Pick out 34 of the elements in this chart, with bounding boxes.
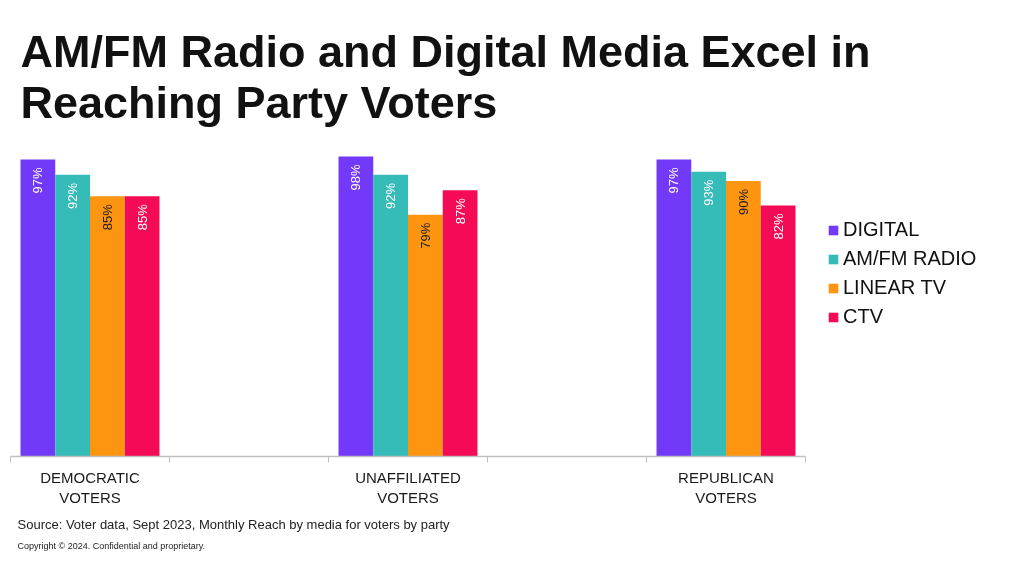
data-label: 82% [770,213,786,240]
bar [726,180,761,457]
data-label: 92% [383,182,399,209]
data-label: 98% [348,164,364,191]
data-label: 79% [417,222,433,249]
bar [90,196,125,457]
bar [408,214,443,457]
data-label: 87% [452,197,468,225]
bar [442,190,478,457]
bar [20,159,56,457]
legend-label: CTV [843,305,883,328]
bar [124,196,160,457]
bar [656,159,692,457]
x-tick-label: REPUBLICAN VOTERS [678,468,774,506]
text: Copyright © 2024. Confidential and proprietary. [17,540,206,551]
x-tick-label: DEMOCRATIC VOTERS [40,468,141,506]
data-label: 97% [30,167,46,194]
legend-label: LINEAR TV [843,276,946,299]
data-label: 85% [134,203,150,231]
bar [373,174,408,457]
bar [691,171,726,457]
chart-title: AM/FM Radio and Digital Media Excel in Reaching Party Voters [20,25,871,128]
data-label: 93% [701,179,717,206]
data-label: 97% [666,167,682,194]
data-label: 90% [735,188,751,216]
data-label: 85% [99,203,115,231]
bar [760,205,796,457]
source-note: Source: Voter data, Sept 2023, Monthly Reach by media for voters by party [17,516,451,532]
data-label: 92% [65,182,81,209]
legend-label: AM/FM RADIO [843,247,977,270]
x-tick-label: UNAFFILIATED VOTERS [355,468,461,506]
bar [338,156,374,457]
bar [55,174,90,457]
legend-label: DIGITAL [843,218,920,241]
